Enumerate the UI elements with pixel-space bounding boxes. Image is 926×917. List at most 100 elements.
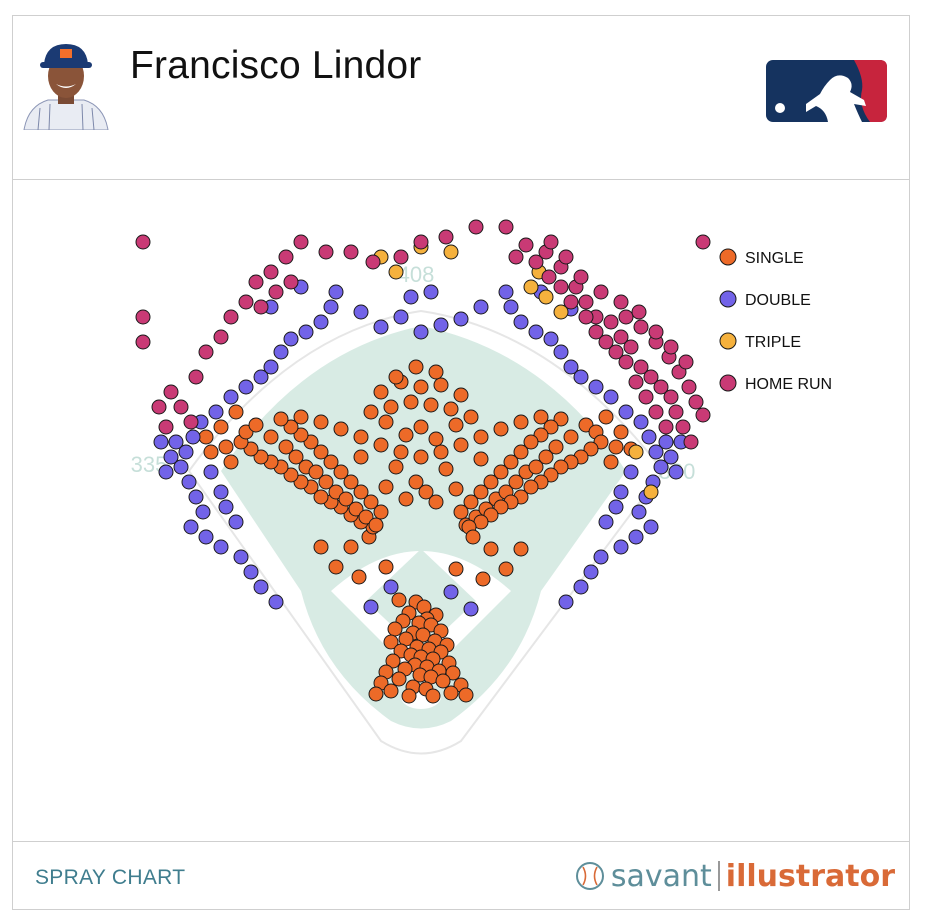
mlb-logo-icon [766, 60, 887, 122]
legend-label-home-run: HOME RUN [745, 376, 832, 393]
single-point [508, 474, 524, 490]
single-point [603, 454, 619, 470]
single-point [198, 429, 214, 445]
single-point [323, 454, 339, 470]
single-point [415, 627, 431, 643]
single-point [453, 437, 469, 453]
double-point [618, 404, 634, 420]
single-point [473, 429, 489, 445]
double-point [463, 601, 479, 617]
home-run-point [663, 339, 679, 355]
double-point [185, 429, 201, 445]
double-point [328, 284, 344, 300]
home-run-point [263, 264, 279, 280]
single-point [463, 494, 479, 510]
triple-point [388, 264, 404, 280]
home-run-point [393, 249, 409, 265]
home-run-point [151, 399, 167, 415]
double-point [658, 434, 674, 450]
home-run-point [603, 314, 619, 330]
home-run-point [648, 324, 664, 340]
home-run-point [618, 354, 634, 370]
single-point [428, 431, 444, 447]
home-run-point [573, 269, 589, 285]
single-point [493, 464, 509, 480]
single-point [383, 634, 399, 650]
single-point [263, 429, 279, 445]
home-run-point [413, 234, 429, 250]
double-point [181, 474, 197, 490]
home-run-point [695, 407, 711, 423]
home-run-point [173, 399, 189, 415]
double-point [213, 484, 229, 500]
double-point [423, 284, 439, 300]
double-point [263, 359, 279, 375]
double-point [473, 299, 489, 315]
double-point [663, 449, 679, 465]
single-point [387, 621, 403, 637]
home-run-point [468, 219, 484, 235]
baseball-icon [575, 862, 604, 890]
single-point [513, 414, 529, 430]
player-headshot-icon [20, 38, 112, 130]
brand-illustrator: illustrator [725, 858, 895, 894]
home-run-point [223, 309, 239, 325]
home-run-point [528, 254, 544, 270]
single-point [533, 409, 549, 425]
double-point [313, 314, 329, 330]
triple-point [523, 279, 539, 295]
double-point [233, 549, 249, 565]
double-point [653, 459, 669, 475]
single-point [613, 424, 629, 440]
home-run-point [163, 384, 179, 400]
single-point [473, 484, 489, 500]
home-run-point [658, 419, 674, 435]
home-run-point [631, 304, 647, 320]
home-run-point [283, 274, 299, 290]
legend-label-triple: TRIPLE [745, 334, 801, 351]
double-point [588, 379, 604, 395]
single-point [393, 444, 409, 460]
single-point [433, 377, 449, 393]
home-run-point [541, 269, 557, 285]
double-point [563, 359, 579, 375]
home-run-point [198, 344, 214, 360]
single-point [378, 559, 394, 575]
savant-illustrator-brand[interactable]: savant illustrator [575, 858, 895, 894]
home-run-point [681, 379, 697, 395]
home-run-point [253, 299, 269, 315]
single-point [513, 541, 529, 557]
double-point [513, 314, 529, 330]
single-point [218, 439, 234, 455]
single-point [498, 561, 514, 577]
single-point [343, 474, 359, 490]
double-point [183, 519, 199, 535]
double-point [243, 564, 259, 580]
single-point [473, 451, 489, 467]
player-name: Francisco Lindor [130, 44, 422, 87]
home-run-point [613, 329, 629, 345]
home-run-point [508, 249, 524, 265]
home-run-point [293, 234, 309, 250]
spray-chart-card: Francisco Lindor 335408330 SINGLEDOUBLET… [12, 15, 910, 910]
home-run-point [318, 244, 334, 260]
home-run-point [553, 279, 569, 295]
home-run-point [278, 249, 294, 265]
single-point [363, 404, 379, 420]
single-point [523, 434, 539, 450]
single-point [435, 673, 451, 689]
legend-label-single: SINGLE [745, 250, 804, 267]
single-point [528, 459, 544, 475]
single-point [363, 494, 379, 510]
single-point [353, 484, 369, 500]
double-point [393, 309, 409, 325]
home-run-point [588, 324, 604, 340]
single-point [383, 399, 399, 415]
legend-swatch-single [719, 248, 737, 266]
double-point [203, 464, 219, 480]
triple-point [628, 444, 644, 460]
double-point [598, 514, 614, 530]
double-point [383, 579, 399, 595]
single-point [253, 449, 269, 465]
footer: SPRAY CHART savant illustrator [13, 841, 909, 909]
